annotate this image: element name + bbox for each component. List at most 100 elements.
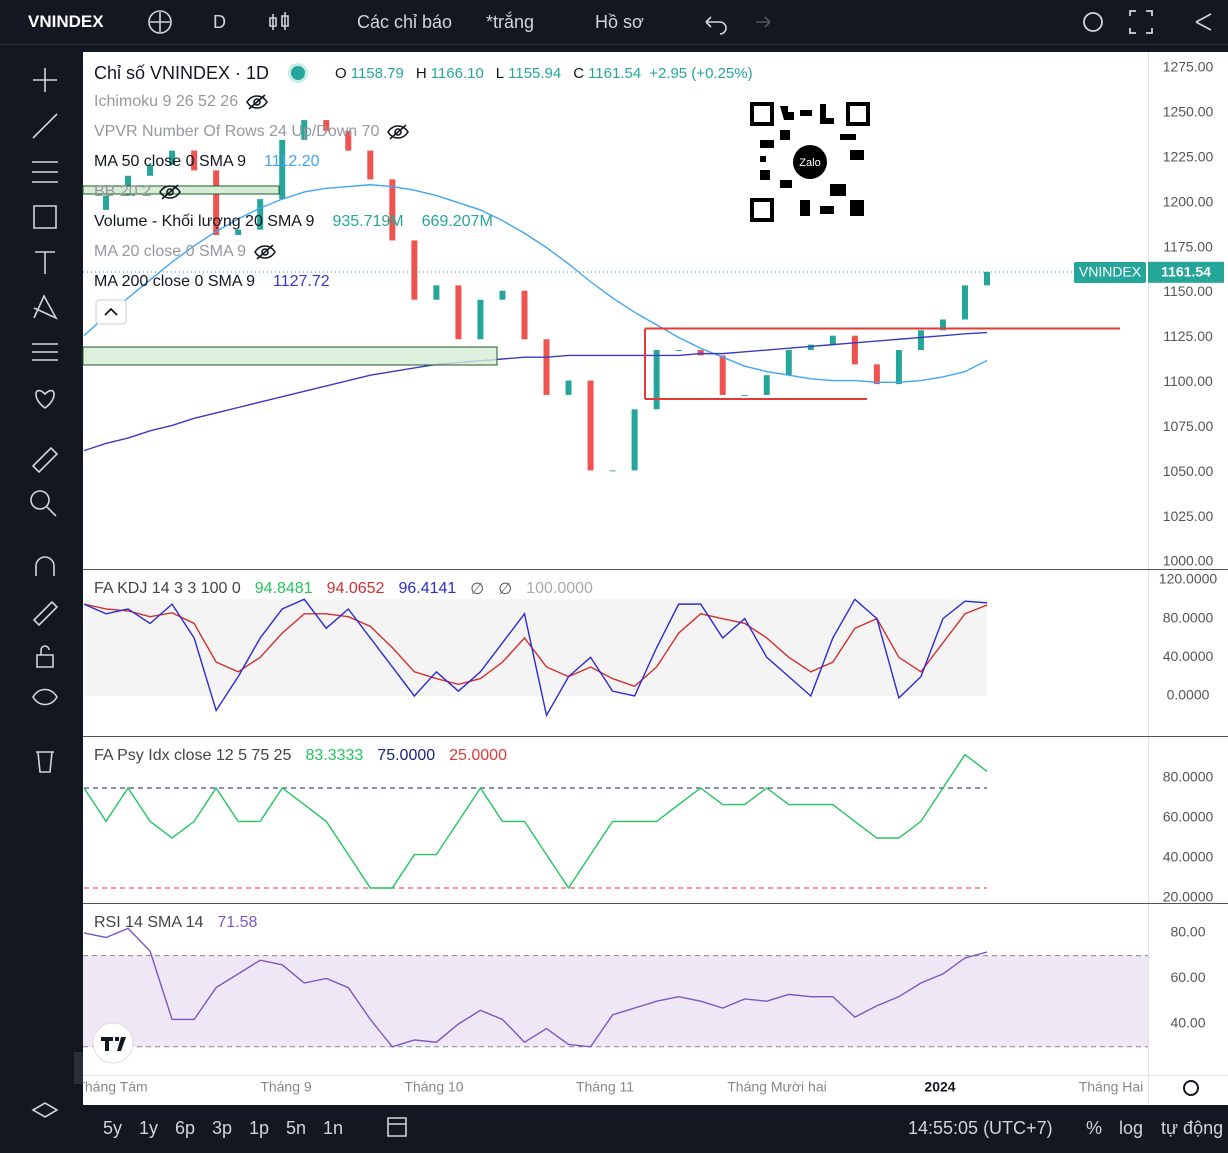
date-range-icon[interactable] <box>387 1117 407 1137</box>
candle <box>587 380 594 471</box>
fullscreen-icon[interactable] <box>1129 10 1153 34</box>
candle <box>477 299 484 340</box>
candle <box>213 170 220 236</box>
y-tick-label: 80.0000 <box>1163 609 1214 625</box>
y-tick-label: 60.00 <box>1170 969 1205 985</box>
tool-icon[interactable] <box>33 294 58 320</box>
log-toggle[interactable]: log <box>1119 1118 1144 1138</box>
undo-icon[interactable] <box>705 16 727 35</box>
tool-icon[interactable] <box>33 68 57 92</box>
candle <box>785 350 792 376</box>
settings-icon[interactable] <box>1183 1080 1199 1096</box>
hidden-icon[interactable] <box>246 94 269 110</box>
candle <box>895 350 902 385</box>
candle <box>741 394 748 396</box>
range-button[interactable]: 1p <box>249 1118 270 1138</box>
y-tick-label: 40.0000 <box>1163 849 1214 865</box>
symbol[interactable]: VNINDEX <box>28 12 104 31</box>
candle <box>499 290 506 300</box>
tool-icon[interactable] <box>30 490 57 517</box>
ohlc-value: 1158.79 <box>350 64 404 82</box>
hidden-icon[interactable] <box>387 124 410 140</box>
range-button[interactable]: 3p <box>212 1118 233 1138</box>
ohlc-key: C <box>573 64 585 82</box>
candle <box>103 195 110 210</box>
share-icon[interactable] <box>1195 13 1212 31</box>
range-button[interactable]: 6p <box>175 1118 196 1138</box>
percent-toggle[interactable]: % <box>1086 1118 1103 1138</box>
candle <box>169 150 176 165</box>
layout-button[interactable]: *trắng <box>486 12 535 32</box>
tool-icon[interactable] <box>33 205 57 229</box>
study-legend: Ichimoku 9 26 52 26 <box>94 91 269 113</box>
hidden-icon[interactable] <box>158 184 181 200</box>
range-button[interactable]: 1n <box>323 1118 344 1138</box>
indicators-button[interactable]: Các chỉ báo <box>357 12 453 32</box>
y-tick-label: 1075.00 <box>1163 418 1214 434</box>
tool-icon[interactable] <box>31 1102 59 1118</box>
ohlc-value: 1166.10 <box>430 64 484 82</box>
candle <box>279 139 286 200</box>
candle <box>301 120 308 140</box>
tool-icon[interactable] <box>31 446 59 474</box>
tool-icon[interactable] <box>36 751 54 773</box>
tv-logo-mark <box>101 1037 126 1051</box>
hidden-icon[interactable] <box>254 244 277 260</box>
candle <box>389 179 396 241</box>
tool-icon[interactable] <box>32 343 58 361</box>
add-symbol-icon[interactable] <box>150 12 170 32</box>
pane-band <box>83 955 1148 1047</box>
ohlc-key: H <box>415 64 427 82</box>
drawing-rectangle[interactable] <box>644 327 1120 400</box>
study-name: Volume - Khối lượng 20 SMA 9 <box>94 213 315 230</box>
candle <box>543 339 550 395</box>
auto-toggle[interactable]: tự động <box>1161 1118 1224 1138</box>
interval[interactable]: D <box>213 12 226 32</box>
tool-icon[interactable] <box>32 161 58 183</box>
tool-icon[interactable] <box>35 556 55 576</box>
y-tick-label: 20.0000 <box>1163 889 1214 905</box>
pane-title: FA Psy Idx close 12 5 75 25 <box>94 747 292 764</box>
y-tick-label: 40.0000 <box>1163 648 1214 664</box>
y-tick-label: 80.00 <box>1170 924 1205 940</box>
candle <box>719 355 726 395</box>
time-label: Tháng Tám <box>76 1079 147 1095</box>
pane-readout: 100.0000 <box>526 580 593 597</box>
candle <box>873 364 880 385</box>
y-tick-label: 1025.00 <box>1163 508 1214 524</box>
candle <box>851 335 858 365</box>
tool-icon[interactable] <box>35 251 55 274</box>
tool-icon[interactable] <box>32 600 59 627</box>
study-value: 669.207M <box>421 213 493 230</box>
tool-icon[interactable] <box>32 688 58 706</box>
range-button[interactable]: 5n <box>286 1118 307 1138</box>
collapse-legend[interactable] <box>95 299 127 325</box>
redo-icon[interactable] <box>756 16 771 28</box>
chart-type-icon[interactable] <box>269 12 289 30</box>
series-line <box>83 927 988 1048</box>
tool-icon[interactable] <box>32 113 58 139</box>
range-button[interactable]: 5y <box>103 1118 123 1138</box>
tool-icon[interactable] <box>35 389 55 409</box>
pane-readout: 94.0652 <box>326 580 385 597</box>
time-label: Tháng 10 <box>404 1079 463 1095</box>
collapse-handle[interactable] <box>74 1052 83 1084</box>
settings-icon[interactable] <box>1083 12 1103 32</box>
candle <box>609 470 616 472</box>
range-button[interactable]: 1y <box>139 1118 159 1138</box>
candle <box>411 240 418 300</box>
study-value: 935.719M <box>332 213 404 230</box>
pane-readout: 25.0000 <box>449 747 507 764</box>
tv-logo[interactable] <box>92 1022 134 1064</box>
profile-button[interactable]: Hồ sơ <box>595 12 644 32</box>
clock: 14:55:05 (UTC+7) <box>908 1118 1053 1138</box>
study-legend: MA 200 close 0 SMA 9 1127.72 <box>94 271 330 293</box>
candle <box>257 199 264 230</box>
pane-readout: 94.8481 <box>254 580 313 597</box>
y-tick-label: 1100.00 <box>1163 373 1213 389</box>
add-symbol-ring[interactable] <box>148 10 172 34</box>
tool-icon[interactable] <box>36 645 54 668</box>
pane-readout: ∅ <box>498 581 513 598</box>
